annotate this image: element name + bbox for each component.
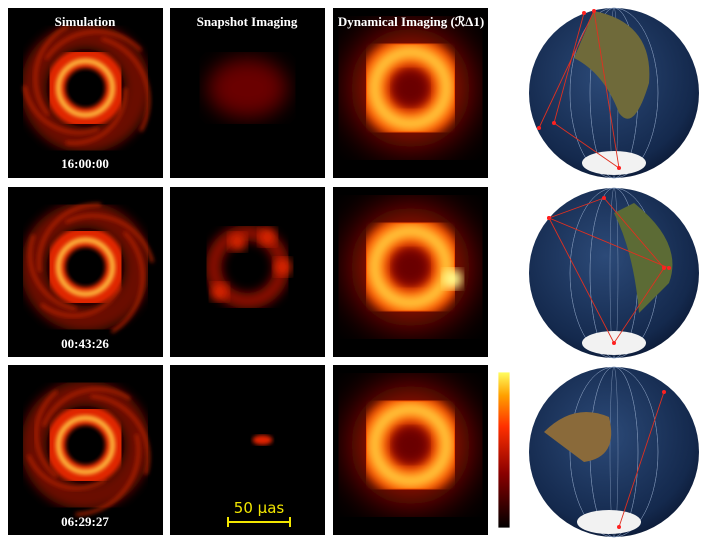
station <box>662 266 666 270</box>
station <box>602 196 606 200</box>
land <box>574 11 650 119</box>
antarctica <box>582 151 646 175</box>
swirl <box>20 23 151 153</box>
image-panel <box>170 8 325 178</box>
ring-glow <box>45 405 126 485</box>
land <box>614 203 673 313</box>
ring-glow <box>45 48 126 128</box>
hotspot <box>442 269 463 289</box>
blob <box>210 283 229 301</box>
station <box>547 216 551 220</box>
image-panel <box>8 8 163 178</box>
swirl-arm <box>75 433 140 516</box>
blob <box>252 435 273 445</box>
swirl-arm <box>26 454 107 490</box>
station <box>592 9 596 13</box>
image-panel <box>170 187 325 357</box>
swirl-arm <box>44 30 143 61</box>
shadow <box>393 428 428 462</box>
graticule <box>569 366 659 538</box>
image-panel <box>333 365 511 535</box>
swirl-arm <box>65 87 128 145</box>
panel-bg <box>170 365 325 535</box>
time-label: 16:00:00 <box>61 156 109 171</box>
globe <box>529 366 699 538</box>
column-header: Simulation <box>55 14 116 29</box>
ring-core <box>368 403 453 487</box>
time-label: 00:43:26 <box>61 336 109 351</box>
antarctica <box>577 510 641 534</box>
ring-glow <box>45 227 126 307</box>
swirl-arm <box>101 37 151 132</box>
image-panel <box>8 365 163 535</box>
globe <box>529 7 699 179</box>
swirl-arm <box>28 234 77 311</box>
shadow <box>393 250 428 284</box>
shadow <box>393 71 428 105</box>
swirl-arm <box>23 85 100 135</box>
ring <box>56 58 115 118</box>
baseline <box>618 391 665 528</box>
station <box>662 390 666 394</box>
column-header: Dynamical Imaging (ℛΔ1) <box>338 14 484 29</box>
globe <box>529 187 699 359</box>
blob <box>228 233 247 251</box>
time-label: 06:29:27 <box>61 514 109 529</box>
swirl-arm <box>42 387 131 427</box>
blob <box>258 228 277 246</box>
panels <box>8 8 511 535</box>
graticule <box>569 7 659 179</box>
panel-bg <box>170 187 325 357</box>
swirl-arm <box>33 25 69 116</box>
station <box>667 266 671 270</box>
swirl-arm <box>110 231 145 334</box>
column-header: Snapshot Imaging <box>197 14 298 29</box>
swirl-arm <box>34 389 58 479</box>
swirl-arm <box>37 203 102 273</box>
swirl-arm <box>90 394 150 475</box>
land <box>544 412 612 462</box>
image-panel <box>333 8 488 178</box>
ring <box>56 415 115 475</box>
ring-core <box>368 46 453 130</box>
image-panel <box>8 187 163 357</box>
station <box>617 525 621 529</box>
ring-core <box>368 225 453 309</box>
image-panel <box>170 365 325 535</box>
swirl-arm <box>64 214 154 263</box>
swirl-arm <box>40 286 122 318</box>
station <box>537 126 541 130</box>
globe-sea <box>529 367 699 537</box>
blob <box>273 258 292 276</box>
shadow <box>69 429 102 461</box>
station <box>552 121 556 125</box>
scale-bar-label: 50 μas <box>234 499 285 517</box>
globes <box>529 7 699 538</box>
station <box>582 11 586 15</box>
colorbar <box>497 371 511 529</box>
blob <box>207 58 288 118</box>
shadow <box>69 251 102 283</box>
ring <box>56 237 115 297</box>
station <box>617 166 621 170</box>
baseline <box>548 197 670 344</box>
station <box>612 341 616 345</box>
shadow <box>69 72 102 104</box>
image-panel <box>333 187 488 357</box>
